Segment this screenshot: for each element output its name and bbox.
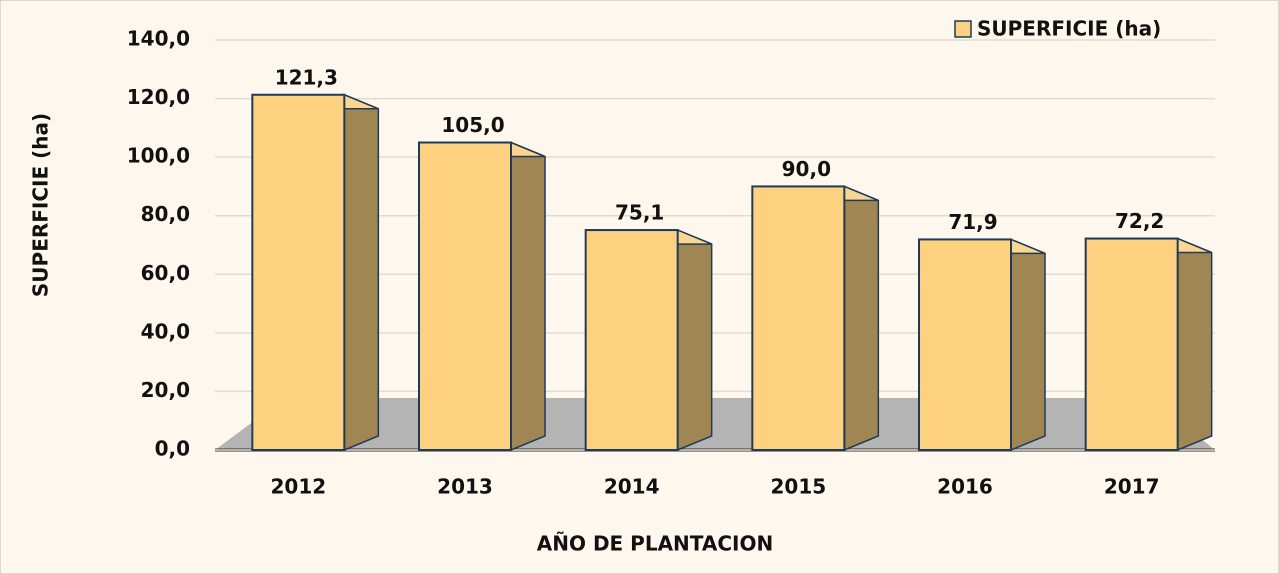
y-tick-label: 120,0	[127, 85, 190, 109]
y-tick-label: 80,0	[141, 202, 190, 226]
y-tick-label: 40,0	[141, 319, 190, 343]
data-label: 75,1	[615, 201, 664, 225]
y-axis-title: SUPERFICIE (ha)	[29, 113, 53, 297]
bar	[418, 141, 512, 451]
bar	[251, 93, 346, 451]
x-tick-label: 2017	[1104, 475, 1160, 499]
x-tick-label: 2015	[770, 475, 826, 499]
bar	[918, 238, 1012, 451]
bar-side	[510, 141, 546, 452]
y-tick-label: 20,0	[141, 378, 190, 402]
x-tick-label: 2013	[437, 475, 493, 499]
y-tick-label: 60,0	[141, 261, 190, 285]
y-tick-label: 100,0	[127, 144, 190, 168]
x-tick-label: 2012	[270, 475, 326, 499]
legend-label: SUPERFICIE (ha)	[977, 17, 1161, 41]
data-label: 90,0	[782, 157, 831, 181]
x-tick-label: 2014	[604, 475, 660, 499]
data-label: 121,3	[275, 65, 338, 89]
bar	[1084, 237, 1179, 451]
legend-swatch	[954, 20, 972, 38]
bar-side	[843, 185, 880, 452]
bar-side	[1176, 237, 1213, 452]
x-axis-title: AÑO DE PLANTACION	[537, 532, 773, 556]
x-tick-label: 2016	[937, 475, 993, 499]
bar	[751, 185, 846, 452]
bar-side	[343, 93, 380, 452]
data-label: 71,9	[948, 210, 997, 234]
y-tick-label: 0,0	[155, 437, 190, 461]
bar-side	[676, 228, 713, 452]
data-label: 105,0	[441, 113, 504, 137]
data-label: 72,2	[1115, 209, 1164, 233]
bar	[584, 229, 679, 451]
bar-side	[1010, 238, 1046, 452]
y-tick-label: 140,0	[127, 27, 190, 51]
